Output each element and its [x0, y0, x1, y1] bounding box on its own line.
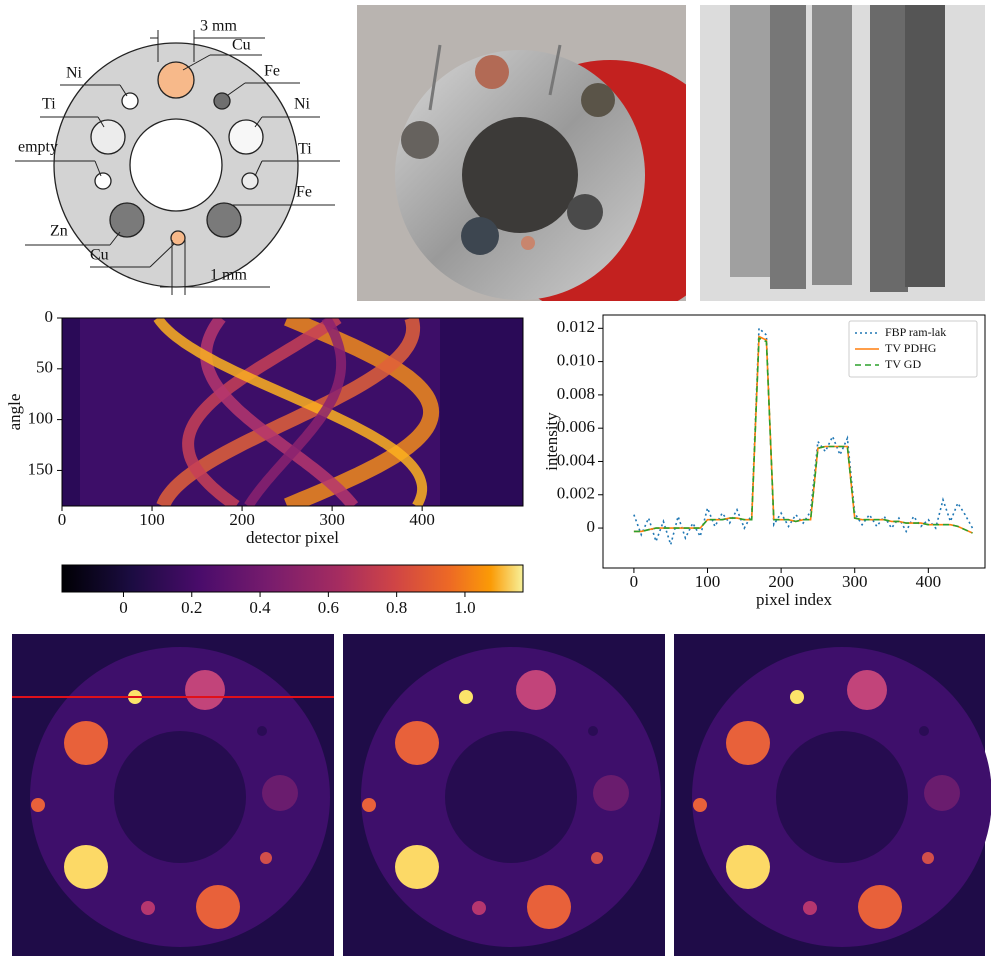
- recon-insert: [924, 775, 960, 811]
- label: Ni: [66, 65, 83, 82]
- y-tick-label: 0: [587, 517, 596, 536]
- recon-insert: [693, 798, 707, 812]
- y-tick-label: 0.012: [557, 317, 595, 336]
- x-tick-label: 100: [695, 572, 721, 591]
- recon-insert: [141, 901, 155, 915]
- recon-insert: [196, 885, 240, 929]
- recon-insert: [588, 726, 598, 736]
- recon-insert: [262, 775, 298, 811]
- label: Fe: [264, 63, 280, 80]
- x-axis-label: pixel index: [756, 590, 833, 609]
- x-tick-label: 400: [916, 572, 942, 591]
- colorbar-tick-label: 0: [119, 598, 128, 617]
- legend-label: TV PDHG: [885, 341, 937, 355]
- recon-insert: [516, 670, 556, 710]
- y-axis-label: intensity: [542, 412, 561, 471]
- recon-insert: [726, 721, 770, 765]
- y-tick-label: 50: [36, 358, 53, 377]
- y-tick-label: 150: [28, 459, 54, 478]
- recon-insert: [64, 721, 108, 765]
- recon-hole: [114, 731, 246, 863]
- recon-insert: [858, 885, 902, 929]
- recon-insert: [31, 798, 45, 812]
- recon-insert: [395, 845, 439, 889]
- x-tick-label: 200: [768, 572, 794, 591]
- recon-insert: [527, 885, 571, 929]
- y-tick-label: 0.008: [557, 384, 595, 403]
- recon-insert: [726, 845, 770, 889]
- recon-insert: [919, 726, 929, 736]
- label: empty: [18, 139, 58, 156]
- colorbar-tick-label: 0.4: [249, 598, 271, 617]
- line-plot: 0 100 200 300 400 0 0.002 0.004 0.006 0.008 0.010 0…: [542, 317, 977, 609]
- colorbar: [62, 565, 523, 592]
- recon-insert: [64, 845, 108, 889]
- x-tick-label: 300: [319, 510, 345, 529]
- x-axis-label: detector pixel: [246, 528, 339, 547]
- reconstructions: [12, 634, 991, 956]
- recon-insert: [922, 852, 934, 864]
- recon-insert: [395, 721, 439, 765]
- y-tick-label: 0: [45, 307, 54, 326]
- label: Ni: [294, 96, 311, 113]
- colorbar-tick-label: 0.6: [318, 598, 339, 617]
- label: Fe: [296, 184, 312, 201]
- figure: 3 mm Cu Ni Fe Ti Ni empty Ti Zn Fe Cu 1 …: [0, 0, 991, 956]
- label: Zn: [50, 223, 68, 240]
- recon-insert: [362, 798, 376, 812]
- recon-insert: [591, 852, 603, 864]
- x-tick-label: 200: [229, 510, 255, 529]
- y-tick-label: 0.010: [557, 351, 595, 370]
- recon-hole: [445, 731, 577, 863]
- recon-insert: [593, 775, 629, 811]
- recon-insert: [185, 670, 225, 710]
- schematic: [15, 30, 340, 295]
- x-tick-label: 0: [630, 572, 639, 591]
- y-tick-label: 0.004: [557, 450, 596, 469]
- label: Ti: [42, 96, 56, 113]
- x-tick-label: 100: [139, 510, 165, 529]
- label: 1 mm: [210, 267, 247, 284]
- label: 3 mm: [200, 18, 237, 35]
- colorbar-tick-label: 0.2: [181, 598, 202, 617]
- x-tick-label: 300: [842, 572, 868, 591]
- recon-hole: [776, 731, 908, 863]
- x-tick-label: 400: [409, 510, 435, 529]
- y-tick-label: 0.006: [557, 417, 595, 436]
- label: Ti: [298, 141, 312, 158]
- legend-label: FBP ram-lak: [885, 325, 946, 339]
- colorbar-tick-label: 1.0: [454, 598, 475, 617]
- label: Cu: [90, 247, 109, 264]
- recon-insert: [260, 852, 272, 864]
- recon-insert: [257, 726, 267, 736]
- legend-label: TV GD: [885, 357, 921, 371]
- x-tick-label: 0: [58, 510, 67, 529]
- label: Cu: [232, 37, 251, 54]
- y-tick-label: 100: [28, 409, 54, 428]
- recon-insert: [803, 901, 817, 915]
- recon-insert: [472, 901, 486, 915]
- y-axis-label: angle: [5, 394, 24, 431]
- colorbar-tick-label: 0.8: [386, 598, 407, 617]
- radiograph: [700, 5, 985, 301]
- recon-insert: [459, 690, 473, 704]
- recon-insert: [790, 690, 804, 704]
- photo: [357, 5, 740, 320]
- y-tick-label: 0.002: [557, 484, 595, 503]
- recon-insert: [847, 670, 887, 710]
